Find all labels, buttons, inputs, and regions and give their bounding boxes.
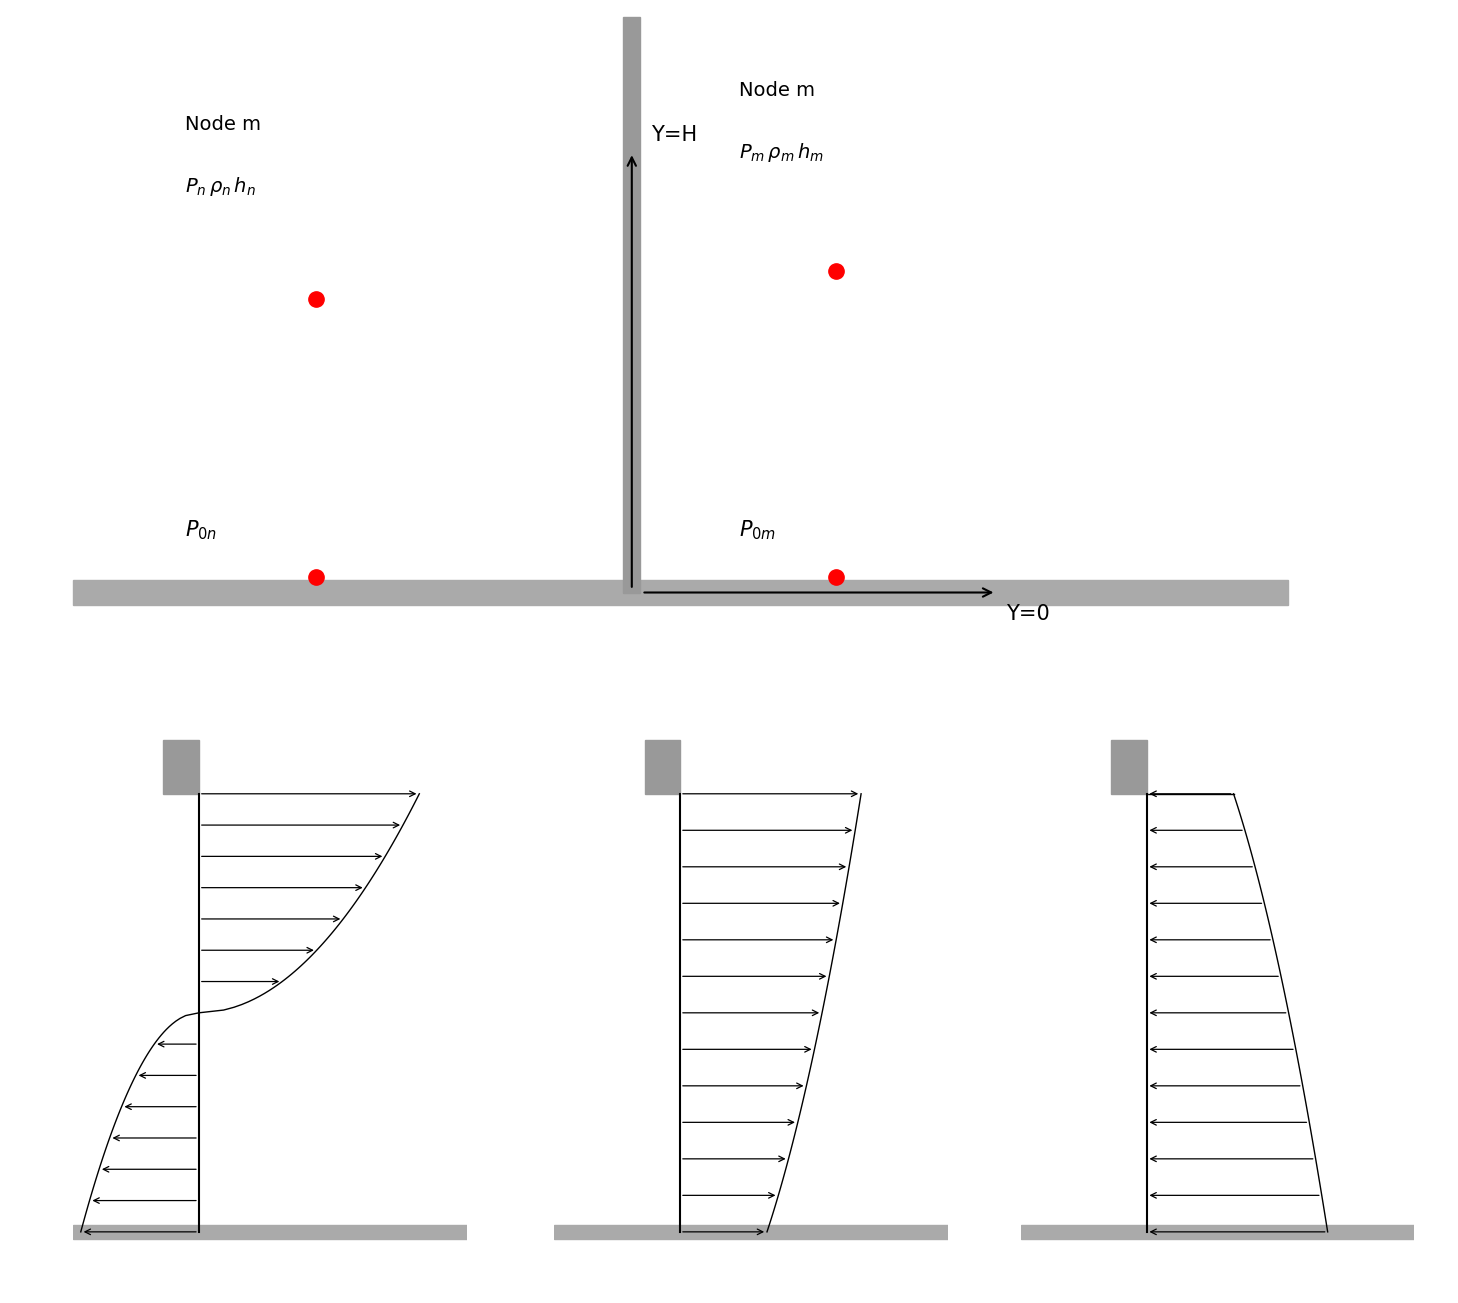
Bar bbox=[163, 740, 198, 794]
Bar bbox=[73, 580, 1287, 605]
Text: $P_m\,\rho_m\,h_m$: $P_m\,\rho_m\,h_m$ bbox=[739, 141, 824, 164]
Text: Node m: Node m bbox=[185, 115, 261, 134]
Text: Node m: Node m bbox=[739, 81, 815, 100]
Text: $P_{0m}$: $P_{0m}$ bbox=[739, 519, 776, 542]
Bar bbox=[73, 1225, 467, 1239]
Bar bbox=[1021, 1225, 1414, 1239]
Text: Y=H: Y=H bbox=[652, 125, 697, 145]
Bar bbox=[554, 1225, 948, 1239]
Bar bbox=[623, 17, 640, 593]
Bar bbox=[644, 740, 679, 794]
Text: $P_n\,\rho_n\,h_n$: $P_n\,\rho_n\,h_n$ bbox=[185, 175, 255, 198]
Text: $P_{0n}$: $P_{0n}$ bbox=[185, 519, 217, 542]
Bar bbox=[1111, 740, 1146, 794]
Text: Y=0: Y=0 bbox=[1006, 603, 1050, 624]
